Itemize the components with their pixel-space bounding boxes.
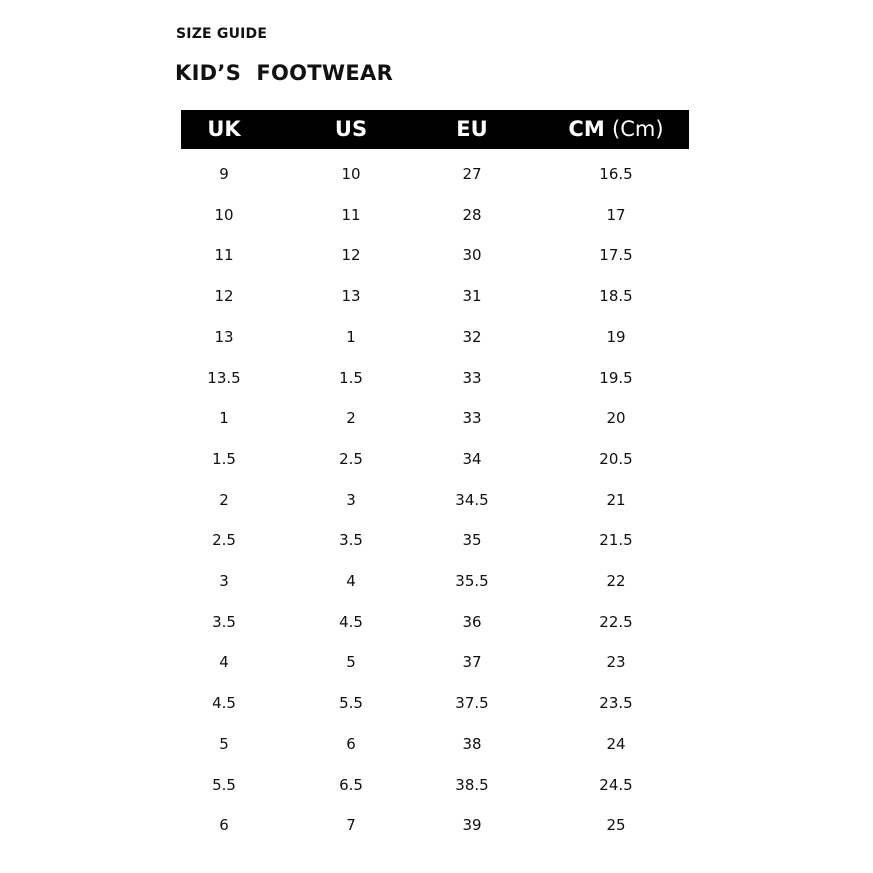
- header-eu-label: EU: [456, 117, 488, 141]
- cell-us: 11: [341, 205, 361, 224]
- cell-cm: 24.5: [599, 775, 633, 794]
- cell-cm: 17.5: [599, 246, 633, 265]
- cell-cm: 23.5: [599, 694, 633, 713]
- cell-us: 7: [346, 816, 356, 835]
- cell-eu: 36: [462, 612, 482, 631]
- cell-us: 5: [346, 653, 356, 672]
- cell-cm: 24: [606, 734, 626, 753]
- table-row: 2.5 3.5 35 21.5: [0, 531, 873, 551]
- table-row: 2 3 34.5 21: [0, 491, 873, 511]
- table-row: 13.5 1.5 33 19.5: [0, 369, 873, 389]
- table-row: 4 5 37 23: [0, 653, 873, 673]
- header-cm-label: CM: [568, 117, 605, 141]
- cell-uk: 3: [219, 572, 229, 590]
- cell-eu: 39: [462, 816, 482, 835]
- table-row: 3 4 35.5 22: [0, 572, 873, 592]
- page-title: KID’S FOOTWEAR: [175, 61, 394, 85]
- cell-uk: 5.5: [212, 775, 236, 794]
- table-row: 11 12 30 17.5: [0, 246, 873, 266]
- cell-eu: 31: [462, 287, 482, 306]
- table-row: 9 10 27 16.5: [0, 165, 873, 185]
- cell-us: 6.5: [339, 775, 363, 794]
- cell-cm: 25: [606, 816, 626, 835]
- cell-cm: 16.5: [599, 165, 633, 183]
- table-row: 6 7 39 25: [0, 816, 873, 836]
- table-row: 4.5 5.5 37.5 23.5: [0, 694, 873, 714]
- cell-eu: 38.5: [455, 775, 489, 794]
- table-row: 10 11 28 17: [0, 206, 873, 226]
- cell-eu: 34: [462, 449, 482, 468]
- cell-us: 4: [346, 572, 356, 590]
- cell-uk: 13.5: [207, 368, 241, 387]
- cell-cm: 20: [606, 409, 626, 428]
- cell-uk: 10: [214, 205, 234, 224]
- cell-eu: 35: [462, 531, 482, 550]
- cell-cm: 19: [606, 327, 626, 346]
- cell-us: 12: [341, 246, 361, 265]
- cell-eu: 32: [462, 327, 482, 346]
- cell-uk: 11: [214, 246, 234, 265]
- cell-us: 13: [341, 287, 361, 306]
- cell-us: 1.5: [339, 368, 363, 387]
- table-row: 3.5 4.5 36 22.5: [0, 613, 873, 633]
- cell-cm: 20.5: [599, 449, 633, 468]
- cell-uk: 9: [219, 165, 229, 183]
- table-row: 5 6 38 24: [0, 735, 873, 755]
- cell-cm: 21: [606, 490, 626, 509]
- header-us: US: [335, 110, 367, 149]
- cell-us: 2.5: [339, 449, 363, 468]
- table-header: UK US EU CM (Cm): [181, 110, 689, 149]
- cell-uk: 12: [214, 287, 234, 306]
- cell-eu: 28: [462, 205, 482, 224]
- size-guide-label: SIZE GUIDE: [176, 26, 268, 42]
- cell-eu: 30: [462, 246, 482, 265]
- header-eu: EU: [456, 110, 487, 149]
- header-cm-unit: (Cm): [612, 117, 664, 141]
- cell-uk: 5: [219, 734, 229, 753]
- cell-cm: 18.5: [599, 287, 633, 306]
- table-row: 12 13 31 18.5: [0, 287, 873, 307]
- cell-uk: 1: [219, 409, 229, 428]
- table-row: 13 1 32 19: [0, 328, 873, 348]
- cell-eu: 38: [462, 734, 482, 753]
- cell-uk: 2: [219, 490, 229, 509]
- cell-eu: 37: [462, 653, 482, 672]
- cell-us: 3.5: [339, 531, 363, 550]
- cell-uk: 4: [219, 653, 229, 672]
- cell-eu: 37.5: [455, 694, 489, 713]
- table-row: 1 2 33 20: [0, 409, 873, 429]
- header-cm: CM (Cm): [568, 110, 663, 149]
- header-uk: UK: [207, 110, 240, 149]
- cell-uk: 4.5: [212, 694, 236, 713]
- cell-us: 10: [341, 165, 361, 183]
- cell-cm: 17: [606, 205, 626, 224]
- cell-cm: 19.5: [599, 368, 633, 387]
- cell-eu: 27: [462, 165, 482, 183]
- cell-us: 2: [346, 409, 356, 428]
- cell-uk: 1.5: [212, 449, 236, 468]
- cell-cm: 22: [606, 572, 626, 590]
- cell-cm: 21.5: [599, 531, 633, 550]
- cell-uk: 3.5: [212, 612, 236, 631]
- cell-eu: 35.5: [455, 572, 489, 590]
- header-us-label: US: [334, 117, 368, 141]
- table-row: 5.5 6.5 38.5 24.5: [0, 776, 873, 796]
- cell-us: 3: [346, 490, 356, 509]
- cell-eu: 33: [462, 409, 482, 428]
- cell-uk: 2.5: [212, 531, 236, 550]
- cell-us: 4.5: [339, 612, 363, 631]
- table-row: 1.5 2.5 34 20.5: [0, 450, 873, 470]
- cell-eu: 33: [462, 368, 482, 387]
- cell-us: 1: [346, 327, 356, 346]
- header-uk-label: UK: [207, 117, 241, 141]
- cell-eu: 34.5: [455, 490, 489, 509]
- cell-us: 6: [346, 734, 356, 753]
- cell-us: 5.5: [339, 694, 363, 713]
- cell-uk: 13: [214, 327, 234, 346]
- cell-uk: 6: [219, 816, 229, 835]
- cell-cm: 23: [606, 653, 626, 672]
- cell-cm: 22.5: [599, 612, 633, 631]
